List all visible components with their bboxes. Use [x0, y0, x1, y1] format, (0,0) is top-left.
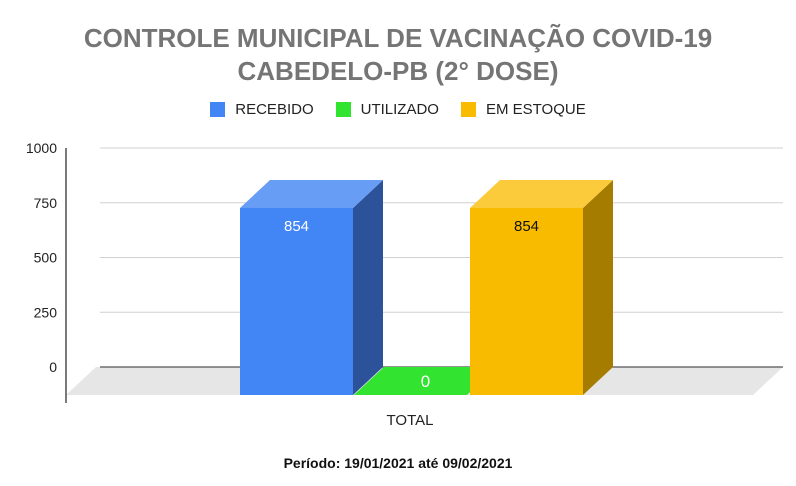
bar-utilizado: [354, 367, 497, 395]
y-tick-label-0: 0: [49, 359, 57, 375]
legend-swatch-em-estoque: [460, 102, 476, 117]
data-label-utilizado: 0: [421, 372, 430, 391]
bar-recebido: [240, 207, 353, 395]
bar-side-recebido: [353, 179, 383, 395]
legend-label-recebido: RECEBIDO: [235, 101, 314, 118]
legend-item-em-estoque: EM ESTOQUE: [460, 101, 586, 118]
legend-item-recebido: RECEBIDO: [210, 101, 314, 118]
legend-label-utilizado: UTILIZADO: [360, 101, 439, 118]
x-tick-label-total: TOTAL: [387, 412, 434, 429]
y-tick-label-750: 750: [34, 195, 58, 211]
legend-item-utilizado: UTILIZADO: [335, 101, 439, 118]
legend-label-em-estoque: EM ESTOQUE: [485, 101, 586, 118]
bar-em-estoque: [470, 207, 583, 395]
legend-swatch-recebido: [210, 102, 226, 117]
chart-title-line-1: CONTROLE MUNICIPAL DE VACINAÇÃO COVID-19: [83, 23, 713, 53]
bar-top-recebido: [240, 179, 383, 208]
legend: RECEBIDO UTILIZADO EM ESTOQUE: [0, 101, 796, 118]
data-label-em-estoque: 854: [514, 218, 539, 235]
bar-top-em-estoque: [470, 179, 613, 208]
data-label-recebido: 854: [284, 218, 309, 235]
period-text: Período: 19/01/2021 até 09/02/2021: [283, 455, 513, 471]
legend-swatch-utilizado: [335, 102, 351, 117]
y-tick-label-1000: 1000: [26, 140, 57, 156]
chart-title-line-2: CABEDELO-PB (2° DOSE): [237, 56, 559, 86]
y-tick-label-500: 500: [34, 250, 58, 266]
bar-side-em-estoque: [583, 179, 613, 395]
y-tick-label-250: 250: [34, 304, 58, 320]
